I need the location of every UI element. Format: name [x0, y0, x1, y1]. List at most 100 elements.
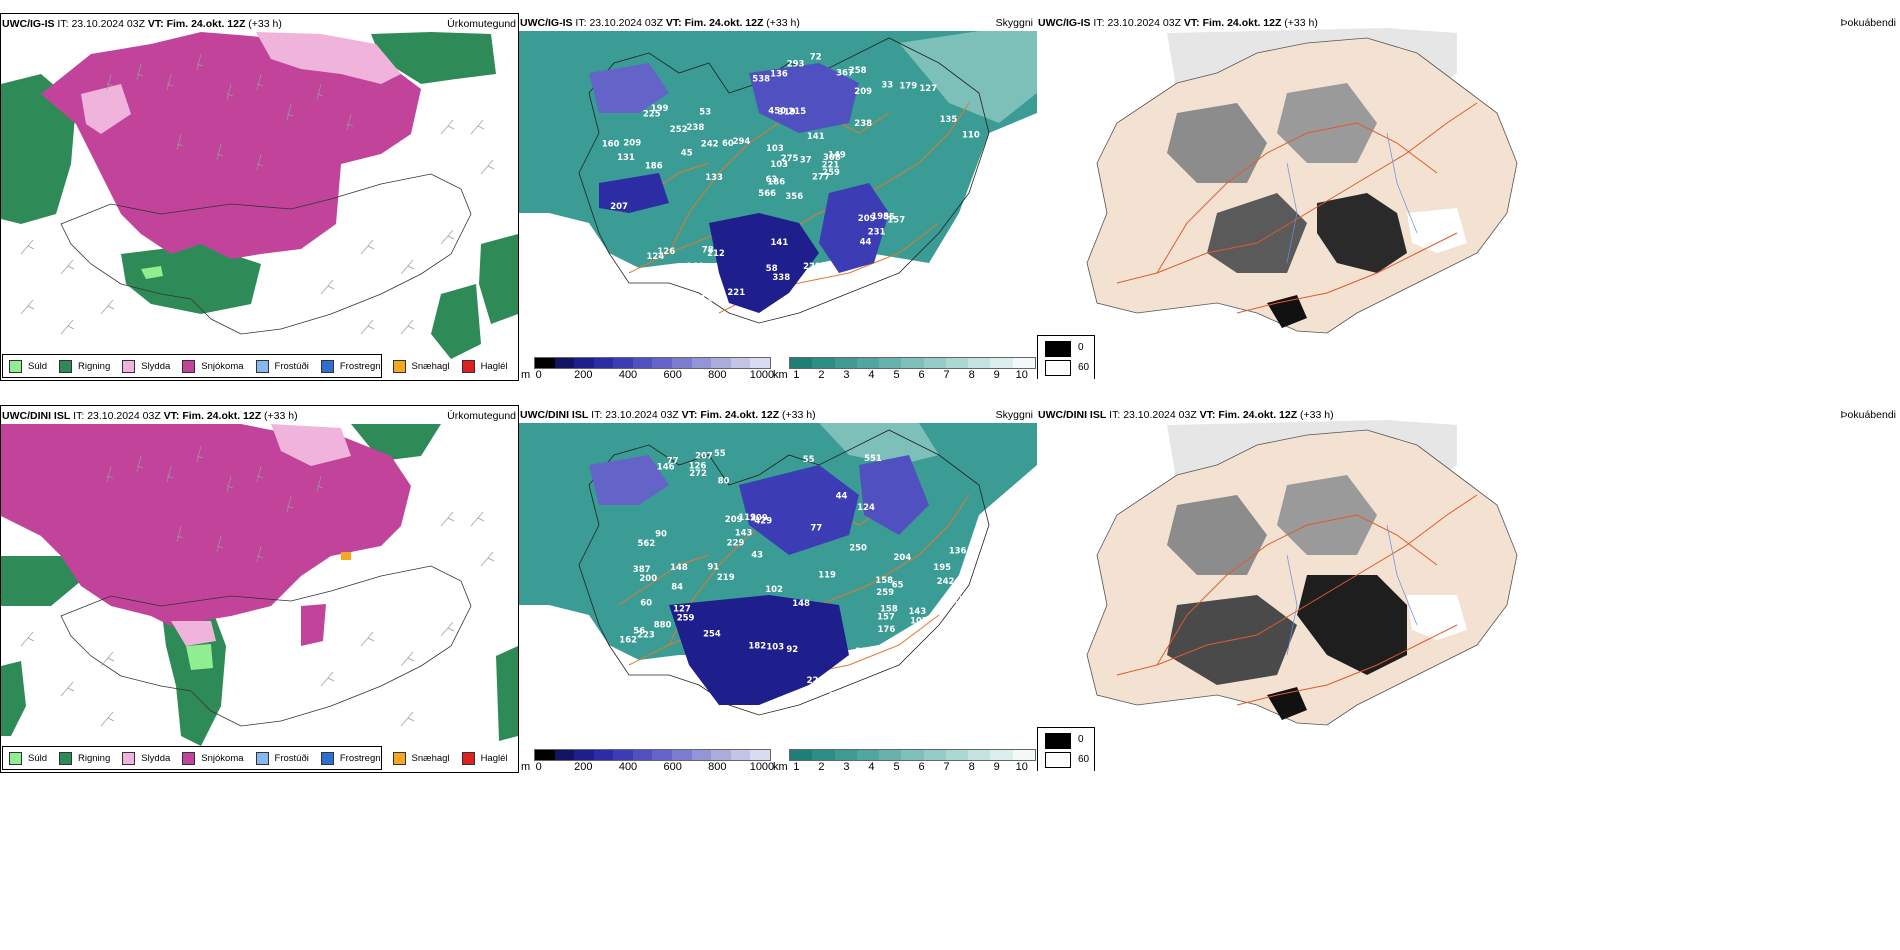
fog-dense: [1297, 575, 1407, 675]
legend-swatch: [182, 751, 196, 765]
panel-title: Úrkomutegund: [447, 410, 516, 422]
legend-item: Frostregn: [320, 751, 381, 765]
colorbar-step: [968, 358, 991, 368]
ceiling-value-label: 179: [899, 82, 917, 92]
vt-value: Fim. 24.okt. 12Z: [166, 18, 246, 30]
vt-value: Fim. 24.okt. 12Z: [1218, 409, 1298, 421]
rain-area: [1, 661, 26, 736]
colorbar-step: [574, 358, 594, 368]
colorbar-tick-label: 8: [968, 369, 975, 379]
model-name: UWC/IG-IS: [520, 17, 573, 29]
colorbar-tick-label: 800: [708, 369, 727, 379]
colorbar-step: [593, 750, 614, 760]
ceiling-value-label: 126: [657, 247, 675, 257]
legend-item: Snæhagl: [392, 359, 450, 373]
ceiling-unit: m: [521, 369, 531, 379]
visibility-colorbar: [789, 357, 1036, 369]
ceiling-value-label: 53: [699, 108, 711, 118]
fog-legend-light-swatch: [1045, 360, 1071, 376]
fog-legend: 0 60: [1037, 727, 1095, 771]
ceiling-value-label: 294: [733, 137, 751, 147]
ceiling-value-label: 308: [823, 153, 841, 163]
fog-dense: [1317, 193, 1407, 273]
sleet-area: [171, 621, 216, 646]
ceiling-value-label: 259: [876, 588, 894, 598]
rain-area: [121, 244, 261, 314]
fog-legend-low: 0: [1078, 734, 1084, 745]
ceiling-unit: m: [521, 761, 531, 771]
ceiling-value-label: 85: [883, 213, 895, 223]
precip-type-map-top: [1, 14, 518, 380]
ceiling-value-label: 186: [767, 178, 785, 188]
legend-swatch: [320, 359, 334, 373]
colorbar-step: [834, 358, 857, 368]
ceiling-value-label: 223: [637, 630, 655, 640]
panel-title: Þokuábendi: [1840, 17, 1896, 29]
ceiling-value-label: 148: [670, 563, 688, 573]
ceiling-value-label: 338: [772, 273, 790, 283]
rain-area: [371, 32, 496, 84]
low-ceiling-area: [749, 63, 859, 133]
island-outline: [578, 429, 990, 716]
ceiling-value-label: 182: [748, 641, 766, 651]
legend-swatch: [59, 751, 73, 765]
colorbar-step: [535, 358, 555, 368]
colorbar-tick-label: 1: [793, 761, 800, 771]
ceiling-value-label: 227: [947, 596, 965, 606]
colorbar-step: [750, 358, 770, 368]
ceiling-value-label: 136: [949, 546, 967, 556]
colorbar-step: [879, 750, 902, 760]
colorbar-tick-label: 1: [793, 369, 800, 379]
fog-clear: [1407, 208, 1467, 253]
colorbar-tick-label: 400: [618, 369, 638, 379]
legend-item: Frostúði: [255, 751, 309, 765]
colorbar-step: [812, 750, 835, 760]
ceiling-value-label: 44: [860, 238, 872, 248]
fog-medium: [1277, 475, 1377, 555]
ceiling-value-label: 277: [812, 173, 830, 183]
it-label: IT:: [1109, 409, 1121, 421]
fog-legend-light-swatch: [1045, 752, 1071, 768]
colorbar-step: [856, 750, 880, 760]
panel-header: UWC/DINI ISL IT: 23.10.2024 03Z VT: Fim.…: [2, 410, 298, 422]
ceiling-ticks: 0 200 400 600 800 1000: [534, 761, 775, 771]
colorbar-step: [632, 358, 653, 368]
coast-outline: [60, 565, 472, 727]
colorbar-step: [856, 358, 880, 368]
ceiling-value-labels: 3562251863082122582152092771865662384501…: [602, 52, 980, 304]
land-area: [1086, 429, 1518, 726]
colorbar-tick-label: 9: [993, 369, 1000, 379]
ceiling-value-label: 90: [655, 530, 667, 540]
colorbar-step: [711, 358, 731, 368]
ceiling-value-label: 102: [765, 585, 783, 595]
ceiling-value-label: 80: [718, 477, 730, 487]
ceiling-value-label: 131: [617, 153, 635, 163]
ceiling-value-label: 566: [758, 189, 776, 199]
roads: [1116, 102, 1478, 314]
low-ceiling-area: [819, 183, 889, 273]
precip-type-panel-top: UWC/IG-IS IT: 23.10.2024 03Z VT: Fim. 24…: [0, 13, 519, 381]
visibility-map-bottom: 259 242 207 429 586 223 551 209 383 387 182 136 148 1…: [519, 423, 1037, 716]
lead-time: (+33 h): [248, 18, 282, 30]
low-ceiling-area: [599, 173, 669, 213]
colorbar-step: [879, 358, 902, 368]
ceiling-value-label: 168: [804, 282, 822, 292]
ceiling-value-label: 103: [766, 144, 784, 154]
colorbar-tick-label: 3: [843, 369, 850, 379]
ceiling-value-label: 60: [640, 598, 652, 608]
low-ceiling-area: [739, 465, 859, 555]
colorbar-tick-label: 7: [943, 761, 950, 771]
ceiling-value-label: 880: [654, 621, 672, 631]
ceiling-value-label: 195: [871, 212, 889, 222]
colorbar-tick-label: 1000: [749, 761, 775, 771]
ceiling-value-label: 143: [909, 607, 927, 617]
colorbar-step: [554, 358, 575, 368]
colorbar-step: [652, 358, 673, 368]
visibility-unit: km: [773, 761, 788, 771]
vt-label: VT:: [147, 18, 164, 30]
visibility-panel-top: 356 225 186 308 212 258 215 209 277 186 566 238 450 1…: [519, 13, 1037, 379]
colorbar-step: [672, 750, 692, 760]
fog-legend-dark-swatch: [1045, 733, 1071, 749]
ceiling-value-label: 200: [639, 574, 657, 584]
ceiling-value-label: 77: [667, 457, 679, 467]
